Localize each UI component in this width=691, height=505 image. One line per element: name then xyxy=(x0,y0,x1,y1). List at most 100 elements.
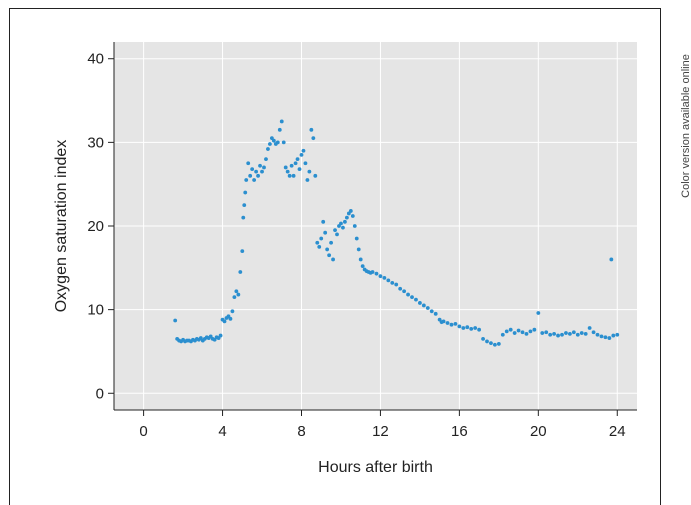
data-point xyxy=(319,236,324,241)
data-point xyxy=(532,327,537,332)
data-point xyxy=(352,224,357,228)
y-tick-label: 30 xyxy=(87,134,104,151)
data-point xyxy=(283,165,288,170)
data-point xyxy=(453,321,458,326)
data-point xyxy=(370,270,375,274)
data-point xyxy=(481,337,485,341)
data-point xyxy=(421,303,426,308)
data-point xyxy=(560,332,564,337)
data-point xyxy=(321,219,326,224)
y-tick-label: 20 xyxy=(87,218,104,235)
data-point xyxy=(254,169,258,174)
data-point xyxy=(309,127,314,132)
data-point xyxy=(313,173,318,178)
data-point xyxy=(477,327,482,332)
figure-frame xyxy=(9,8,661,505)
data-point xyxy=(246,161,251,166)
y-tick-label: 10 xyxy=(87,302,104,319)
data-point xyxy=(485,339,489,344)
data-point xyxy=(544,330,549,335)
data-point xyxy=(575,332,580,337)
data-point xyxy=(441,319,446,324)
x-tick-label: 12 xyxy=(372,423,389,440)
data-point xyxy=(266,147,270,151)
data-point xyxy=(299,153,304,157)
data-point xyxy=(344,215,349,220)
data-point xyxy=(232,295,237,299)
data-point xyxy=(536,311,541,315)
data-point xyxy=(323,230,328,235)
x-axis-label: Hours after birth xyxy=(318,459,433,476)
data-point xyxy=(230,309,235,314)
data-point xyxy=(429,309,434,314)
data-point xyxy=(293,161,298,166)
data-point xyxy=(473,326,478,330)
data-point xyxy=(457,324,462,329)
data-point xyxy=(356,247,361,252)
data-point xyxy=(250,167,255,172)
y-axis-label: Oxygen saturation index xyxy=(53,140,70,313)
data-point xyxy=(236,292,241,297)
data-point xyxy=(248,173,253,178)
data-point xyxy=(343,219,347,224)
data-point xyxy=(275,140,280,145)
data-point xyxy=(556,333,560,338)
data-point xyxy=(244,178,249,182)
data-point xyxy=(528,329,533,334)
data-point xyxy=(258,163,262,168)
data-point xyxy=(583,331,588,336)
data-point xyxy=(241,215,246,220)
data-point xyxy=(493,342,497,347)
data-point xyxy=(234,289,239,294)
data-point xyxy=(607,336,612,340)
data-point xyxy=(279,119,284,124)
data-point xyxy=(307,169,312,174)
data-point xyxy=(315,240,320,245)
data-point xyxy=(402,289,407,294)
data-point xyxy=(301,148,306,153)
data-point xyxy=(520,330,525,335)
data-point xyxy=(516,328,521,333)
data-point xyxy=(285,169,290,174)
data-point xyxy=(256,173,260,178)
data-point xyxy=(579,331,584,335)
data-point xyxy=(303,161,308,166)
data-point xyxy=(348,209,353,213)
data-point xyxy=(603,335,608,340)
data-point xyxy=(374,271,379,276)
data-point xyxy=(358,257,363,262)
data-point xyxy=(325,247,330,252)
data-point xyxy=(311,136,316,141)
y-tick-label: 40 xyxy=(87,51,104,68)
x-tick-label: 4 xyxy=(218,423,226,440)
data-point xyxy=(461,326,466,330)
data-point xyxy=(524,331,529,336)
data-point xyxy=(291,173,296,178)
data-point xyxy=(382,275,387,280)
data-point xyxy=(398,286,403,291)
data-point xyxy=(595,332,600,337)
data-point xyxy=(277,127,282,132)
data-point xyxy=(333,228,337,233)
data-point xyxy=(500,332,505,337)
x-tick-label: 24 xyxy=(609,423,626,440)
data-point xyxy=(297,167,302,172)
data-point xyxy=(378,274,383,279)
data-point xyxy=(512,331,517,335)
data-point xyxy=(445,321,450,325)
data-point xyxy=(331,257,335,262)
data-point xyxy=(496,342,501,346)
data-point xyxy=(414,297,418,302)
data-point xyxy=(218,333,223,338)
data-point xyxy=(394,282,399,287)
axes: 0 4 8 12 16 20 24 0 10 20 30 40 xyxy=(87,42,637,440)
data-point xyxy=(289,163,294,168)
data-point xyxy=(350,214,355,218)
data-point xyxy=(327,253,332,258)
data-points xyxy=(173,119,620,347)
y-tick-label: 0 xyxy=(96,385,104,402)
data-point xyxy=(425,306,430,310)
data-point xyxy=(281,140,286,145)
x-tick-label: 8 xyxy=(297,423,305,440)
